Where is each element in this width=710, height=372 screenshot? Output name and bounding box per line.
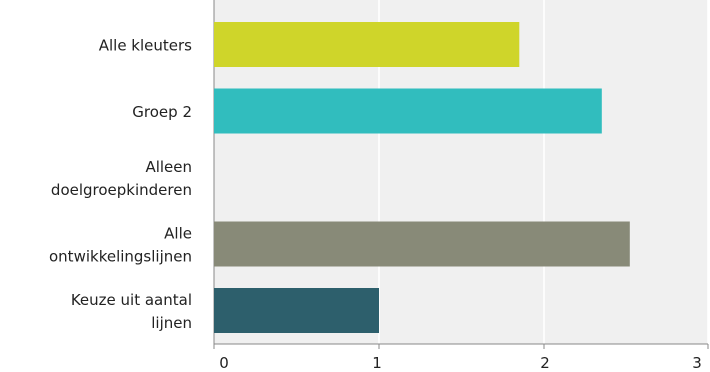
x-tick-label: 3 [692,354,702,372]
bar [214,22,520,67]
bar [214,288,379,333]
x-tick-labels: 0 1 2 3 [219,354,702,372]
category-label: Alle ontwikkelingslijnen [49,225,192,266]
x-tick-label: 2 [540,354,550,372]
bars [214,22,630,333]
x-tick-label: 1 [372,354,382,372]
bar [214,88,602,134]
category-label: Keuze uit aantal lijnen [71,291,192,332]
x-tick-label: 0 [219,354,229,372]
category-labels: Alle kleuters Groep 2 Alleen doelgroepkinde… [49,37,192,333]
category-label: Groep 2 [132,103,192,121]
category-label: Alleen doelgroepkinderen [51,158,192,199]
category-label: Alle kleuters [99,37,192,55]
bar [214,221,630,267]
